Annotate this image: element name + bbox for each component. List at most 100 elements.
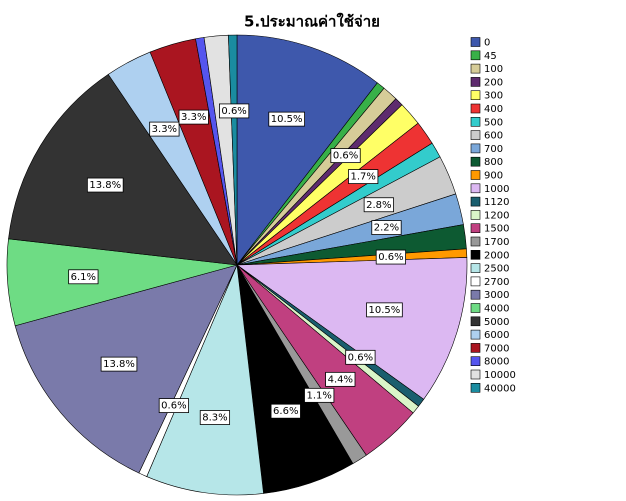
legend-label: 1120 <box>484 197 509 208</box>
legend-swatch <box>470 289 481 300</box>
legend-label: 1500 <box>484 224 509 235</box>
legend-swatch <box>470 130 481 140</box>
value-label-text: 6.1% <box>71 272 96 283</box>
value-label: 0.6% <box>375 249 406 265</box>
legend-swatch <box>470 250 481 260</box>
legend-label: 0 <box>484 38 490 49</box>
legend-swatch <box>470 316 481 327</box>
value-label-text: 3.3% <box>181 112 206 123</box>
value-label-text: 10.5% <box>369 305 401 316</box>
legend-swatch <box>470 236 481 247</box>
value-label-text: 4.4% <box>328 374 353 385</box>
value-label: 3.3% <box>178 109 209 125</box>
value-label-box <box>199 410 231 425</box>
legend-label: 100 <box>484 64 503 75</box>
value-label: 10.5% <box>268 111 305 127</box>
value-label: 10.5% <box>366 302 403 318</box>
legend-label: 4000 <box>484 304 509 315</box>
chart-title: 5.ประมาณค่าใช้จ่าย <box>244 13 380 31</box>
legend-label: 300 <box>484 91 503 102</box>
legend-label: 7000 <box>484 343 509 354</box>
value-label-text: 3.3% <box>152 124 177 135</box>
value-label-text: 13.8% <box>103 359 135 370</box>
value-label-box <box>363 197 394 213</box>
legend-swatch <box>470 143 481 154</box>
value-label-text: 0.6% <box>348 352 373 363</box>
legend-swatch <box>470 263 481 273</box>
value-label-box <box>158 398 189 413</box>
legend-swatch <box>470 103 481 114</box>
legend-label: 600 <box>484 131 503 142</box>
legend-label: 1200 <box>484 210 509 221</box>
value-label-text: 13.8% <box>89 180 121 191</box>
value-label-box <box>100 356 138 372</box>
legend-swatch <box>470 170 481 180</box>
value-label-text: 0.6% <box>161 401 186 412</box>
value-label: 6.6% <box>270 403 301 419</box>
legend-swatch <box>470 63 481 74</box>
value-label-box <box>270 403 301 419</box>
legend-label: 1000 <box>484 184 509 195</box>
legend-label: 800 <box>484 157 503 168</box>
value-label-box <box>68 269 99 285</box>
value-label-text: 0.6% <box>221 106 246 117</box>
value-label-text: 1.7% <box>351 172 376 183</box>
value-label-text: 0.6% <box>333 151 358 162</box>
legend-swatch <box>470 90 481 100</box>
value-label-box <box>268 111 305 127</box>
legend-label: 2000 <box>484 250 509 261</box>
value-label: 1.1% <box>304 387 335 403</box>
legend-label: 8000 <box>484 357 509 368</box>
value-label: 13.8% <box>86 177 124 193</box>
value-label: 1.7% <box>348 169 379 184</box>
legend-swatch <box>470 156 481 167</box>
legend-swatch <box>470 343 481 353</box>
value-label: 0.6% <box>345 349 376 365</box>
value-label-box <box>149 121 180 137</box>
value-label-text: 2.8% <box>366 200 391 211</box>
value-label-box <box>86 177 124 193</box>
value-label-text: 1.1% <box>307 390 332 401</box>
value-label-text: 8.3% <box>202 413 227 424</box>
value-label: 6.1% <box>68 269 99 285</box>
legend-label: 700 <box>484 144 503 155</box>
legend-label: 5000 <box>484 317 509 328</box>
legend-swatch <box>470 223 481 233</box>
legend-swatch <box>470 117 481 127</box>
value-label-text: 6.6% <box>273 406 298 417</box>
legend-swatch <box>470 37 481 47</box>
value-label: 3.3% <box>149 121 180 137</box>
legend-label: 10000 <box>484 370 516 381</box>
legend-label: 400 <box>484 104 503 115</box>
legend-swatch <box>470 369 481 380</box>
value-label-box <box>304 387 335 403</box>
pie-slice <box>236 257 468 400</box>
value-label: 8.3% <box>199 410 231 425</box>
value-label: 0.6% <box>330 148 361 164</box>
value-label-text: 10.5% <box>271 114 303 125</box>
legend-swatch <box>470 77 481 87</box>
legend-swatch <box>470 276 481 287</box>
legend-label: 6000 <box>484 330 509 341</box>
legend-label: 1700 <box>484 237 509 248</box>
value-label-text: 2.2% <box>374 223 399 234</box>
value-label: 13.8% <box>100 356 138 372</box>
value-label: 4.4% <box>325 371 356 387</box>
legend-swatch <box>470 382 481 393</box>
value-label: 0.6% <box>219 103 250 119</box>
value-label-box <box>345 349 376 365</box>
legend-label: 3000 <box>484 290 509 301</box>
value-label-box <box>330 148 361 164</box>
legend-label: 40000 <box>484 383 516 394</box>
pie-slice <box>8 73 238 266</box>
legend-swatch <box>470 183 481 194</box>
pie-slice <box>146 263 264 496</box>
legend-label: 45 <box>484 51 497 62</box>
legend-swatch <box>470 210 481 220</box>
value-label-box <box>219 103 250 119</box>
value-label-box <box>348 169 379 184</box>
legend-label: 500 <box>484 117 503 128</box>
value-label: 0.6% <box>158 398 189 413</box>
legend-swatch <box>470 196 481 207</box>
value-label: 2.2% <box>371 220 402 235</box>
